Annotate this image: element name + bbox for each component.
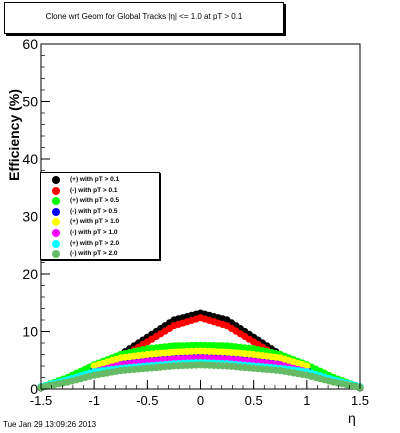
y-tick-label: 30 bbox=[22, 209, 38, 225]
legend-marker bbox=[52, 250, 60, 259]
x-tick-label: 1.5 bbox=[351, 393, 369, 408]
axis-layer: -1.5 -1 -0.5 0 0.5 1 1.5 0 10 20 30 40 50 60 bbox=[22, 36, 369, 408]
legend-label: (-) with pT > 0.1 bbox=[70, 186, 118, 194]
y-tick-label: 40 bbox=[22, 151, 38, 167]
legend-label: (-) with pT > 2.0 bbox=[70, 250, 118, 258]
y-axis-label: Efficiency (%) bbox=[6, 89, 22, 181]
chart-title: Clone wrt Geom for Global Tracks |η| <= … bbox=[45, 12, 243, 21]
y-tick-label: 10 bbox=[22, 324, 38, 340]
x-axis-label: η bbox=[348, 410, 356, 426]
legend-entry: (+) with pT > 0.1 bbox=[41, 175, 159, 185]
legend-label: (-) with pT > 1.0 bbox=[70, 229, 118, 236]
legend-marker bbox=[52, 229, 60, 237]
y-tick-label: 0 bbox=[30, 381, 38, 397]
legend-entry: (+) with pT > 1.0 bbox=[41, 217, 159, 227]
y-tick-label: 20 bbox=[22, 266, 38, 282]
legend-entry: (-) with pT > 1.0 bbox=[41, 228, 159, 238]
legend-entry: (-) with pT > 0.5 bbox=[41, 207, 159, 217]
series-4 bbox=[90, 347, 311, 370]
x-tick-label: -1.5 bbox=[30, 393, 52, 408]
legend-marker bbox=[52, 186, 60, 195]
legend-label: (+) with pT > 2.0 bbox=[70, 239, 120, 247]
legend-label: (+) with pT > 0.5 bbox=[70, 197, 120, 205]
legend-label: (+) with pT > 0.1 bbox=[70, 176, 120, 183]
legend-label: (+) with pT > 1.0 bbox=[70, 218, 120, 226]
legend-label: (-) with pT > 0.5 bbox=[70, 207, 118, 215]
x-tick-label: 0.5 bbox=[245, 393, 263, 408]
legend-marker bbox=[52, 239, 60, 248]
x-tick-label: -1 bbox=[88, 393, 100, 408]
legend: (+) with pT > 0.1 (-) with pT > 0.1 (+) wi… bbox=[40, 172, 160, 260]
legend-entry: (-) with pT > 0.1 bbox=[41, 186, 159, 196]
legend-marker bbox=[52, 207, 60, 216]
legend-entry: (+) with pT > 2.0 bbox=[41, 239, 159, 249]
data-point bbox=[303, 362, 311, 370]
legend-marker bbox=[52, 176, 60, 184]
x-tick-label: 1 bbox=[303, 393, 310, 408]
y-tick-label: 50 bbox=[22, 94, 38, 110]
timestamp: Tue Jan 29 13:09:26 2013 bbox=[3, 420, 97, 429]
legend-marker bbox=[52, 197, 60, 206]
legend-entry: (+) with pT > 0.5 bbox=[41, 196, 159, 206]
chart-title-box: Clone wrt Geom for Global Tracks |η| <= … bbox=[4, 2, 284, 34]
y-tick-label: 60 bbox=[22, 36, 38, 52]
series-7 bbox=[37, 361, 364, 391]
legend-marker bbox=[52, 218, 60, 227]
series-layer bbox=[37, 309, 364, 392]
legend-entry: (-) with pT > 2.0 bbox=[41, 249, 159, 259]
x-tick-label: 0 bbox=[197, 393, 204, 408]
x-tick-label: -0.5 bbox=[136, 393, 158, 408]
